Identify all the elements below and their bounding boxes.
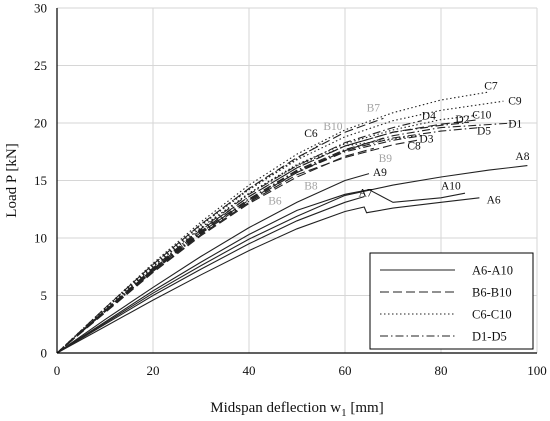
y-tick-label: 20 [34,116,47,131]
series-D5 [56,127,480,354]
x-axis-title-main: Midspan deflection w [210,400,341,416]
series-lines [56,91,528,354]
legend-label-D1-D5: D1-D5 [472,330,507,344]
curve-label-A7: A7 [358,188,372,200]
x-tick-label: 80 [435,363,448,378]
chart-legend: A6-A10 B6-B10 C6-C10 D1-D5 [369,252,534,350]
curve-label-B7: B7 [367,103,381,115]
x-tick-label: 60 [339,363,352,378]
legend-label-A6-A10: A6-A10 [472,264,513,278]
curve-label-B10: B10 [323,121,342,133]
series-A9 [56,173,370,354]
series-A10 [56,189,466,354]
x-tick-label: 40 [243,363,256,378]
curve-labels: A6 A7 A8 A9 A10 B6 B7 B8 B9 B10 C6 C7 C8 C9 C10 D1 D2 D3 D… [268,81,530,208]
y-tick-label: 10 [34,231,47,246]
y-tick-label: 0 [41,346,48,361]
series-C6 [56,143,322,354]
curve-label-D4: D4 [422,111,436,123]
x-axis-title-subscript: 1 [341,407,347,419]
curve-label-C10: C10 [472,109,491,121]
curve-label-C6: C6 [304,128,318,140]
series-B8 [56,147,374,354]
x-tick-labels: 0 20 40 60 80 100 [54,363,547,378]
legend-label-C6-C10: C6-C10 [472,308,512,322]
series-C10 [56,114,480,354]
x-tick-label: 100 [527,363,547,378]
curve-label-C8: C8 [407,140,421,152]
y-tick-label: 5 [41,288,48,303]
curve-label-D5: D5 [477,126,491,138]
x-tick-label: 0 [54,363,61,378]
series-A7 [56,196,365,354]
x-axis-title-unit: [mm] [347,400,384,416]
x-axis-title: Midspan deflection w1 [mm] [210,400,383,419]
curve-label-C9: C9 [508,96,522,108]
curve-label-B9: B9 [379,153,393,165]
curve-label-D3: D3 [419,134,433,146]
curve-label-A6: A6 [487,195,501,207]
curve-label-B6: B6 [268,196,282,208]
axes [56,8,537,354]
y-tick-label: 30 [34,1,47,16]
y-tick-label: 15 [34,173,47,188]
y-axis-title: Load P [kN] [4,143,20,217]
curve-label-D1: D1 [508,119,522,131]
series-D4 [56,120,422,354]
x-tick-label: 20 [147,363,160,378]
legend-label-B6-B10: B6-B10 [472,286,512,300]
legend-items: A6-A10 B6-B10 C6-C10 D1-D5 [380,264,513,344]
curve-label-A9: A9 [373,167,387,179]
series-A6 [56,197,480,354]
series-B7 [56,117,384,354]
curve-label-B8: B8 [304,181,318,193]
curve-label-D2: D2 [455,114,469,126]
curve-label-A10: A10 [441,181,461,193]
grid-lines [57,7,538,353]
y-tick-labels: 0 5 10 15 20 25 30 [34,1,47,361]
series-A8 [56,165,528,354]
curve-label-C7: C7 [484,81,498,93]
curve-label-A8: A8 [515,151,529,163]
y-tick-label: 25 [34,58,47,73]
legend-box [369,252,534,350]
